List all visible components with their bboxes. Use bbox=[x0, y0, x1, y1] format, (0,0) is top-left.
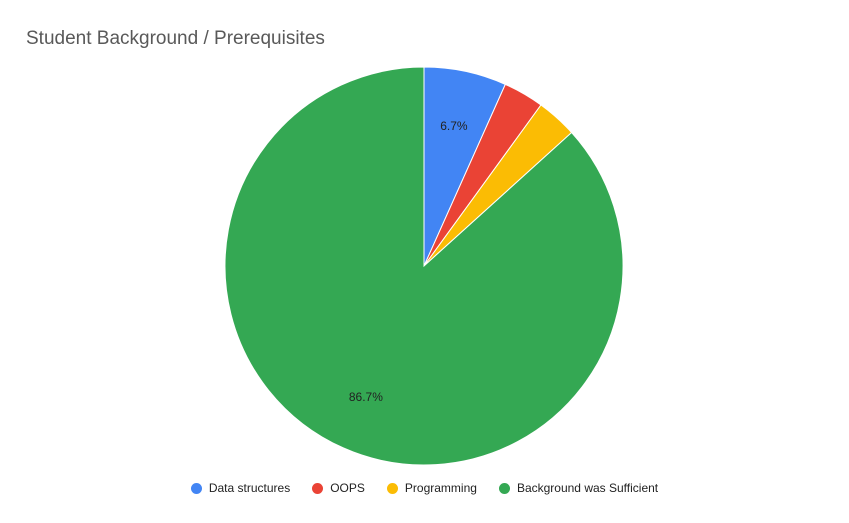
data-label: 6.7% bbox=[440, 119, 468, 133]
legend-label: Data structures bbox=[208, 481, 291, 495]
legend-label: Background was Sufficient bbox=[516, 481, 659, 495]
pie-slice-background-was-sufficient bbox=[224, 66, 624, 466]
data-label: 86.7% bbox=[349, 390, 383, 404]
legend-color-dot bbox=[190, 482, 202, 494]
chart-title: Student Background / Prerequisites bbox=[26, 28, 325, 49]
legend-color-dot bbox=[312, 482, 324, 494]
legend-label: OOPS bbox=[330, 481, 365, 495]
legend-item: Programming bbox=[386, 481, 477, 495]
legend-label: Programming bbox=[404, 481, 477, 495]
legend: Data structures OOPS Programming Background… bbox=[0, 481, 849, 495]
legend-item: Data structures bbox=[190, 481, 291, 495]
legend-color-dot bbox=[498, 482, 510, 494]
legend-item: Background was Sufficient bbox=[498, 481, 659, 495]
pie-chart: 6.7% 86.7% bbox=[224, 66, 624, 466]
legend-item: OOPS bbox=[312, 481, 365, 495]
legend-color-dot bbox=[386, 482, 398, 494]
